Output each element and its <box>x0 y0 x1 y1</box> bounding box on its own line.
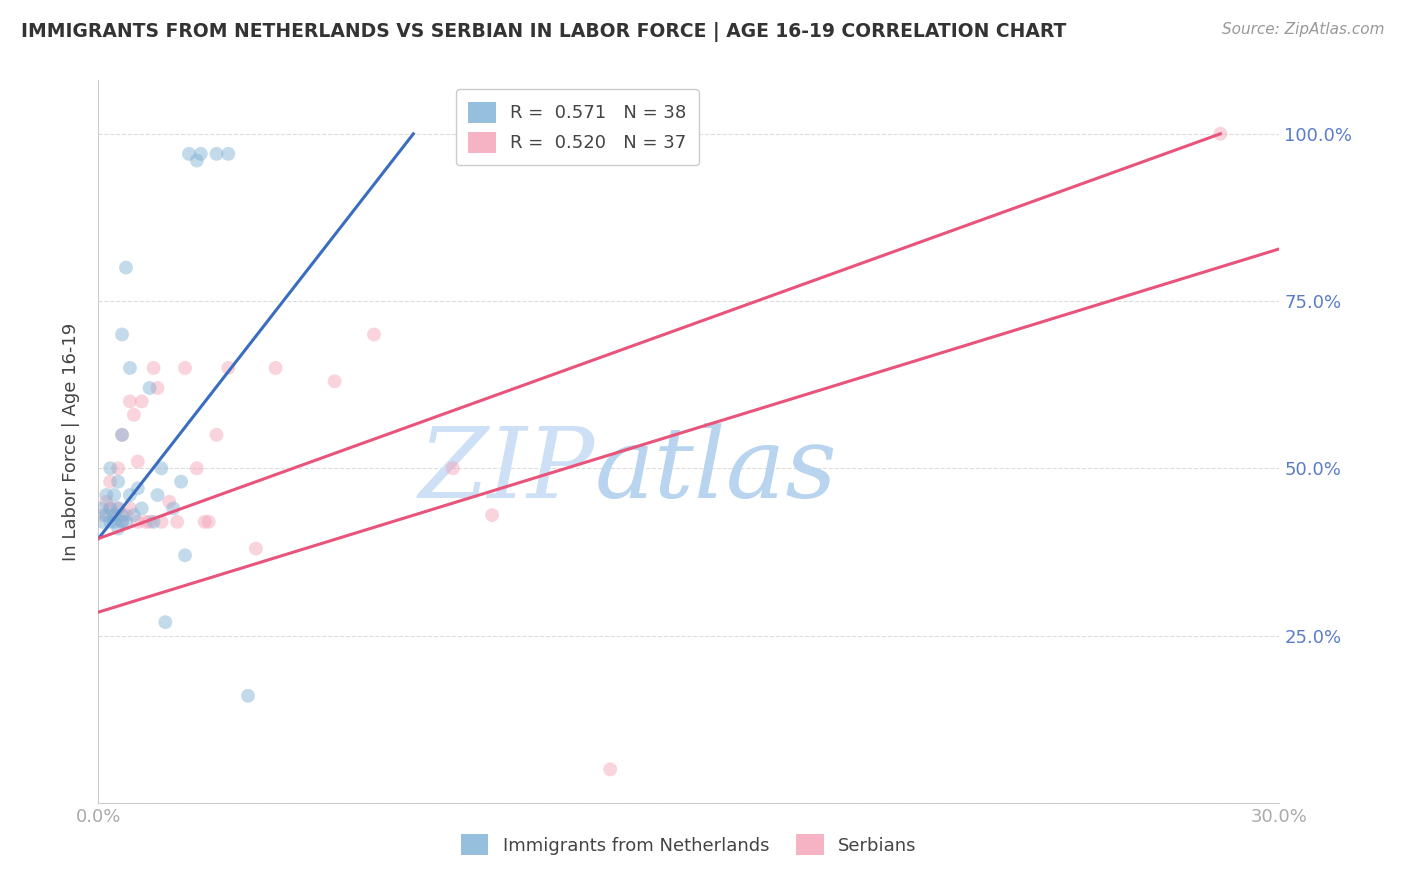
Point <box>142 361 165 376</box>
Text: IMMIGRANTS FROM NETHERLANDS VS SERBIAN IN LABOR FORCE | AGE 16-19 CORRELATION CH: IMMIGRANTS FROM NETHERLANDS VS SERBIAN I… <box>21 22 1067 42</box>
Point <box>118 394 141 409</box>
Point <box>166 515 188 529</box>
Point <box>107 521 129 535</box>
Point <box>127 515 149 529</box>
Point <box>245 541 267 556</box>
Point <box>118 488 141 502</box>
Point <box>122 508 145 523</box>
Point <box>441 461 464 475</box>
Point <box>599 762 621 776</box>
Point <box>103 508 125 523</box>
Point <box>142 515 165 529</box>
Point <box>194 515 217 529</box>
Point <box>131 394 153 409</box>
Point <box>118 501 141 516</box>
Point <box>107 501 129 516</box>
Y-axis label: In Labor Force | Age 16-19: In Labor Force | Age 16-19 <box>62 322 80 561</box>
Point <box>174 548 197 563</box>
Point <box>217 361 239 376</box>
Point <box>186 153 208 168</box>
Text: Source: ZipAtlas.com: Source: ZipAtlas.com <box>1222 22 1385 37</box>
Point <box>363 327 385 342</box>
Point <box>122 408 145 422</box>
Point <box>205 427 228 442</box>
Point <box>138 515 160 529</box>
Point <box>323 375 346 389</box>
Point <box>115 508 138 523</box>
Point <box>107 501 129 516</box>
Point <box>155 615 177 630</box>
Point <box>107 461 129 475</box>
Point <box>157 494 180 508</box>
Point <box>91 508 114 523</box>
Legend: Immigrants from Netherlands, Serbians: Immigrants from Netherlands, Serbians <box>450 823 928 866</box>
Point <box>131 501 153 516</box>
Point <box>186 461 208 475</box>
Point <box>98 461 121 475</box>
Point <box>103 515 125 529</box>
Text: atlas: atlas <box>595 423 837 518</box>
Point <box>174 361 197 376</box>
Point <box>217 147 239 161</box>
Point <box>111 515 134 529</box>
Point <box>111 427 134 442</box>
Point <box>111 427 134 442</box>
Point <box>150 461 173 475</box>
Point <box>98 501 121 516</box>
Point <box>111 508 134 523</box>
Text: ZIP: ZIP <box>418 423 595 518</box>
Point <box>111 515 134 529</box>
Point <box>98 501 121 516</box>
Point <box>135 515 157 529</box>
Point <box>115 515 138 529</box>
Point <box>107 475 129 489</box>
Point <box>91 515 114 529</box>
Point <box>103 488 125 502</box>
Point <box>162 501 184 516</box>
Point <box>190 147 212 161</box>
Point <box>197 515 219 529</box>
Point <box>103 508 125 523</box>
Point <box>264 361 287 376</box>
Point <box>170 475 193 489</box>
Point <box>481 508 503 523</box>
Point <box>96 488 118 502</box>
Point <box>177 147 200 161</box>
Point <box>111 327 134 342</box>
Point <box>236 689 259 703</box>
Point <box>150 515 173 529</box>
Point <box>1209 127 1232 141</box>
Point <box>138 381 160 395</box>
Point <box>118 361 141 376</box>
Point <box>127 482 149 496</box>
Point <box>115 260 138 275</box>
Point <box>98 515 121 529</box>
Point <box>146 488 169 502</box>
Point <box>96 508 118 523</box>
Point <box>127 455 149 469</box>
Point <box>91 501 114 516</box>
Point <box>205 147 228 161</box>
Point <box>96 494 118 508</box>
Point <box>146 381 169 395</box>
Point <box>98 475 121 489</box>
